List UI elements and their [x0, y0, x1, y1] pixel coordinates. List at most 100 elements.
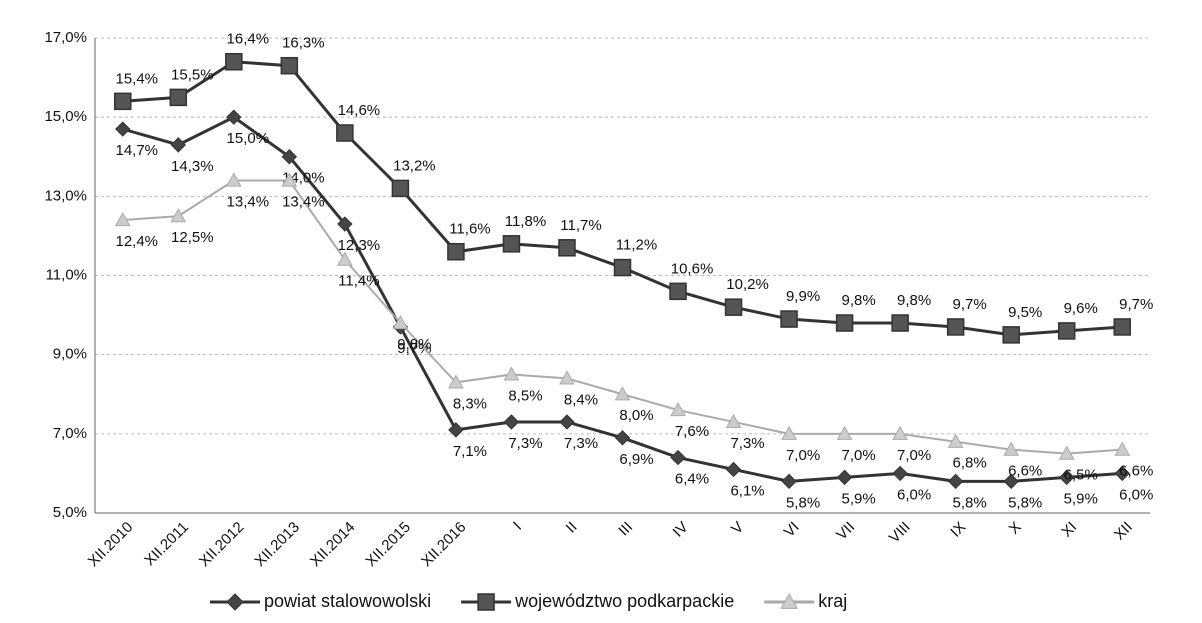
- data-label: 16,3%: [282, 35, 325, 52]
- data-label: 6,1%: [730, 482, 764, 499]
- series-line: [122, 60, 1123, 337]
- x-tick-label: I: [510, 519, 525, 534]
- x-tick-label: VII: [833, 519, 858, 544]
- data-label: 9,8%: [842, 292, 876, 309]
- marker: [614, 430, 631, 446]
- data-label: 6,4%: [675, 471, 709, 488]
- marker: [448, 374, 464, 389]
- y-tick-label: 7,0%: [53, 425, 87, 442]
- legend-label: województwo podkarpackie: [514, 591, 734, 611]
- data-label: 5,8%: [953, 494, 987, 511]
- data-label: 8,4%: [564, 391, 598, 408]
- marker: [836, 425, 853, 440]
- x-tick-label: VIII: [886, 519, 914, 547]
- x-tick-label: XII.2010: [85, 519, 137, 571]
- data-label: 7,3%: [564, 435, 598, 452]
- data-label: 9,9%: [786, 288, 820, 305]
- data-label: 11,8%: [505, 213, 546, 230]
- data-label: 6,8%: [953, 455, 987, 472]
- data-label: 9,5%: [1008, 304, 1042, 321]
- data-label: 13,2%: [393, 157, 436, 174]
- marker: [613, 258, 632, 277]
- data-label: 9,6%: [1064, 300, 1098, 317]
- marker: [1003, 473, 1019, 490]
- data-label: 6,9%: [619, 451, 653, 468]
- x-tick-label: XII: [1111, 519, 1136, 544]
- marker: [1058, 445, 1075, 460]
- marker: [947, 433, 964, 448]
- data-label: 5,9%: [1064, 490, 1098, 507]
- marker: [448, 422, 464, 438]
- data-label: 7,0%: [786, 447, 820, 464]
- data-label: 8,3%: [453, 395, 487, 412]
- marker: [225, 53, 243, 71]
- y-tick-label: 5,0%: [53, 504, 87, 521]
- marker: [1057, 322, 1076, 340]
- marker: [170, 208, 187, 223]
- marker: [724, 298, 743, 316]
- data-label: 10,6%: [671, 260, 714, 277]
- data-label: 15,0%: [227, 130, 270, 147]
- x-tick-label: XII.2011: [141, 519, 192, 570]
- marker: [892, 465, 908, 482]
- data-label: 11,2%: [616, 237, 657, 254]
- x-tick-label: III: [615, 519, 636, 540]
- x-tick-label: XII.2015: [362, 519, 414, 571]
- data-label: 8,0%: [619, 407, 653, 424]
- data-label: 11,4%: [338, 273, 379, 290]
- data-label: 9,8%: [397, 336, 431, 353]
- data-label: 12,4%: [115, 233, 158, 250]
- marker: [670, 402, 686, 417]
- data-label: 16,4%: [227, 31, 270, 48]
- marker: [1114, 465, 1130, 482]
- y-tick-label: 17,0%: [44, 29, 87, 46]
- marker: [558, 239, 576, 257]
- data-label: 7,1%: [453, 443, 487, 460]
- marker: [1003, 441, 1020, 456]
- marker: [780, 310, 798, 328]
- data-label: 15,4%: [115, 70, 158, 87]
- marker: [477, 593, 495, 611]
- marker: [725, 461, 742, 478]
- marker: [946, 318, 965, 336]
- x-tick-label: X: [1006, 519, 1025, 538]
- data-label: 12,3%: [338, 237, 381, 254]
- data-label: 7,3%: [730, 435, 764, 452]
- x-tick-label: II: [563, 519, 581, 537]
- data-label: 10,2%: [726, 276, 769, 293]
- x-tick-label: XII.2014: [307, 519, 359, 571]
- data-label: 9,7%: [1119, 296, 1153, 313]
- marker: [1002, 326, 1020, 344]
- data-label: 14,7%: [115, 142, 158, 159]
- y-tick-label: 13,0%: [44, 187, 87, 204]
- marker: [502, 235, 521, 253]
- y-tick-label: 9,0%: [53, 346, 87, 363]
- marker: [114, 92, 132, 111]
- data-label: 9,8%: [897, 292, 931, 309]
- marker: [225, 172, 242, 187]
- marker: [391, 179, 410, 198]
- x-tick-label: V: [728, 519, 747, 538]
- data-label: 5,9%: [842, 490, 876, 507]
- data-label: 7,0%: [897, 447, 931, 464]
- legend-label: kraj: [818, 591, 847, 611]
- data-label: 9,7%: [953, 296, 987, 313]
- y-tick-label: 15,0%: [44, 108, 87, 125]
- marker: [559, 414, 575, 430]
- x-tick-label: IX: [947, 519, 969, 541]
- marker: [559, 370, 575, 385]
- marker: [1113, 318, 1131, 336]
- data-label: 6,5%: [1064, 467, 1098, 484]
- data-label: 7,3%: [508, 435, 542, 452]
- marker: [170, 137, 186, 153]
- marker: [781, 473, 797, 490]
- marker: [503, 414, 520, 430]
- marker: [836, 469, 853, 486]
- data-label: 7,0%: [842, 447, 876, 464]
- data-label: 9,7%: [397, 340, 431, 357]
- marker: [781, 425, 797, 440]
- data-label: 12,5%: [171, 229, 214, 246]
- marker: [226, 593, 244, 611]
- data-label: 11,6%: [449, 221, 490, 238]
- data-label: 13,4%: [282, 193, 325, 210]
